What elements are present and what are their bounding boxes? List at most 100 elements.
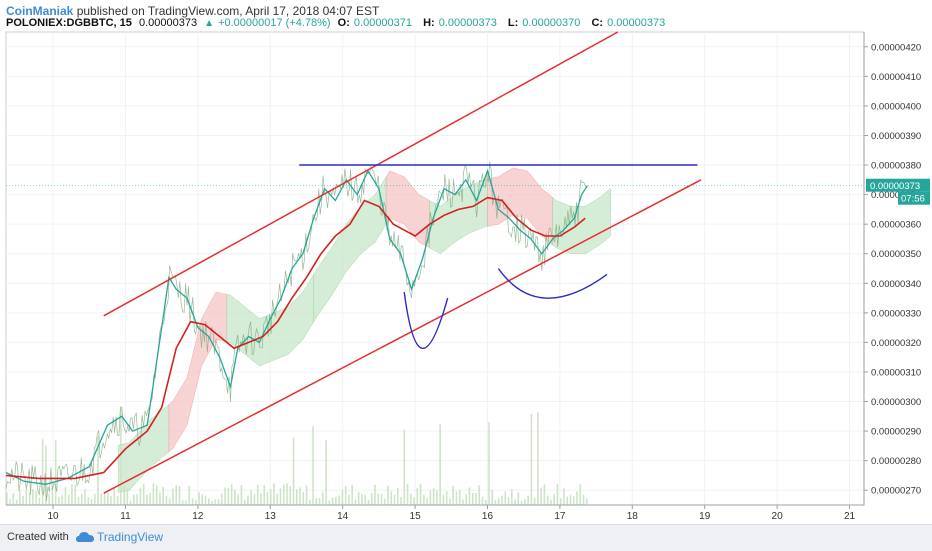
volume-bar [383,498,386,505]
volume-bar [234,489,236,505]
volume-bar [390,491,393,505]
volume-bars [6,408,588,505]
author-name[interactable]: CoinManiak [6,4,74,18]
volume-bar [123,485,125,505]
volume-bar [64,487,67,505]
volume-bar [211,500,213,505]
volume-bar [15,499,18,505]
volume-bar [462,499,464,505]
volume-bar [103,493,106,505]
volume-bar [413,497,415,505]
volume-bar [230,484,233,505]
volume-bar [494,500,497,505]
volume-bar [181,500,184,505]
volume-bar [185,500,187,505]
volume-bar [432,488,435,505]
plot-area[interactable] [5,31,865,506]
volume-bar [152,483,155,505]
price-chart[interactable]: 0.00000270 0.00000280 0.00000290 0.00000300… [0,0,932,524]
tradingview-brand[interactable]: TradingView [97,530,164,544]
volume-bar [511,489,513,505]
volume-bar [530,413,533,505]
volume-bar [276,493,279,505]
volume-bar [107,492,109,505]
countdown-box [898,191,930,205]
volume-bar [256,484,259,505]
volume-bar [563,488,565,505]
volume-bar [41,439,44,505]
volume-bar [367,499,370,505]
volume-bar [253,494,256,505]
volume-bar [243,499,246,505]
volume-bar [77,496,80,505]
channel-lower-line [103,179,702,494]
last-price-tag: 0.00000373 07:56 [6,178,930,205]
volume-bar [159,492,161,505]
volume-bar [325,440,327,505]
volume-bar [370,492,373,505]
volume-bar [406,483,409,505]
open-value: 0.00000371 [353,17,413,29]
y-tick-label: 0.00000280 [871,456,921,467]
volume-bar [351,484,353,505]
volume-bar [449,498,451,505]
volume-bar [188,486,191,505]
volume-bar [322,491,324,505]
volume-bar [214,499,217,505]
volume-bar [354,499,357,505]
volume-bar [341,490,344,505]
volume-bar [266,492,269,505]
volume-bar [175,485,178,505]
volume-bar [377,493,380,505]
volume-bar [139,487,142,505]
volume-bar [380,493,383,505]
x-tick-label: 19 [699,511,711,522]
volume-bar [569,495,572,505]
volume-bar [550,499,552,505]
moving-average-line [5,196,586,480]
volume-bar [74,485,77,505]
channel-upper-line [103,31,619,317]
low-label: L: [507,17,519,29]
volume-bar [269,488,272,505]
volume-bar [400,496,402,505]
volume-bar [172,488,174,505]
volume-bar [302,491,305,505]
volume-bar [80,493,83,505]
volume-bar [67,494,70,505]
volume-bar [543,484,546,505]
volume-bar [585,498,588,505]
volume-bar [247,495,249,505]
price-axis[interactable]: 0.00000270 0.00000280 0.00000290 0.00000300… [864,42,921,497]
volume-bar [168,498,171,505]
publish-info: CoinManiak published on TradingView.com,… [6,4,379,18]
x-tick-label: 21 [844,511,856,522]
volume-bar [357,492,360,505]
price-line [5,168,588,485]
volume-bar [237,494,239,505]
volume-bar [468,487,471,505]
volume-bar [410,493,412,505]
volume-bar [165,496,168,505]
volume-bar [204,495,207,505]
drawings [103,31,702,494]
time-axis[interactable]: 10 11 12 13 14 15 16 17 18 19 20 21 [48,505,856,522]
volume-bar [439,423,441,505]
volume-bar [19,490,21,505]
volume-bar [458,490,461,505]
volume-bar [129,500,132,505]
volume-bar [142,483,145,505]
volume-bar [429,489,432,505]
volume-bar [25,489,28,505]
volume-bar [491,489,494,505]
volume-bar [318,497,321,505]
volume-bar [312,426,314,505]
volume-bar [12,493,15,505]
volume-bar [273,483,275,505]
volume-bar [221,493,223,505]
symbol-label: POLONIEX:DGBBTC, 15 [6,17,132,29]
volume-bar [488,422,490,505]
volume-bar [126,489,129,505]
y-tick-label: 0.00000340 [871,279,921,290]
volume-bar [260,493,262,505]
